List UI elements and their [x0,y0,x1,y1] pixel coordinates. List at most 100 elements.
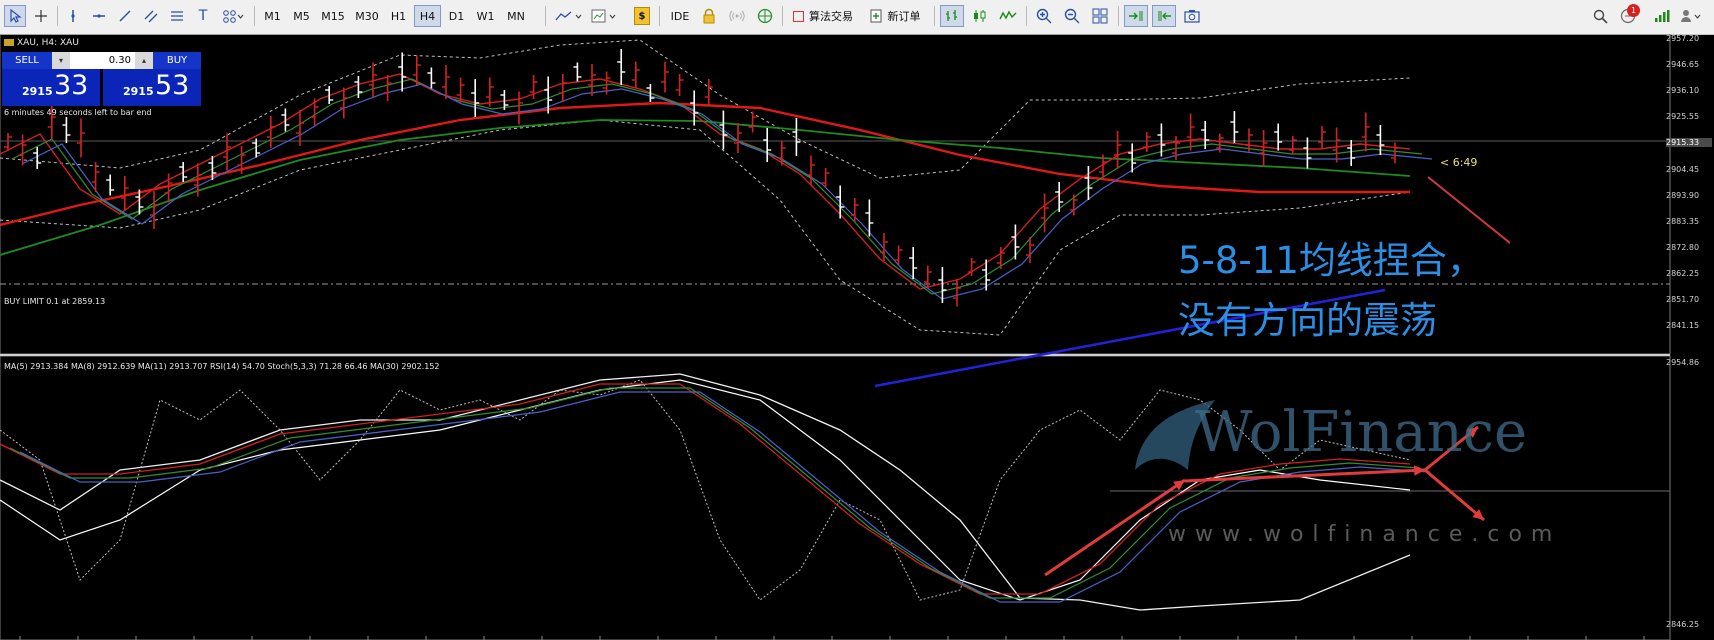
lock-icon [703,8,715,24]
account-menu-button[interactable] [1678,5,1706,27]
horizontal-line-button[interactable] [88,5,110,27]
templates-button[interactable] [589,5,623,27]
dollar-icon: $ [634,7,650,25]
algo-trading-button[interactable]: 算法交易 [788,5,858,27]
volume-dropdown-button[interactable]: ▾ [52,52,70,69]
price-scale-label: 2946.65 [1666,60,1700,69]
price-scale-label: 2936.10 [1666,86,1700,95]
signal-bars-icon [1655,10,1670,22]
connection-status[interactable] [1652,5,1672,27]
lock-button[interactable] [698,5,720,27]
tile-windows-button[interactable] [1088,5,1112,27]
chart-type-icon [555,11,582,21]
line-chart-icon [999,10,1017,20]
price-chart [0,34,1671,640]
annotation-arrow-fall [1424,468,1485,522]
zoom-in-icon [1036,8,1052,24]
stoch-line [0,379,1411,601]
timeframe-h1[interactable]: H1 [390,9,407,23]
notifications-button[interactable]: 1 [1614,4,1642,27]
ma8-line [11,78,1423,295]
timeframe-m30[interactable]: M30 [355,9,379,23]
shapes-menu-button[interactable] [218,5,248,27]
search-icon [1593,9,1608,24]
channel-icon [144,10,158,23]
ma-long-line [0,101,1410,227]
watermark-logo [1135,400,1215,470]
timeframe-m1[interactable]: M1 [264,9,281,23]
chart-type-button[interactable] [553,5,587,27]
fibonacci-icon [171,11,183,21]
zoom-out-button[interactable] [1060,5,1084,27]
chart-shift-button[interactable] [1152,5,1176,27]
indicator-ma5-line [0,383,1411,595]
stop-icon [793,10,804,22]
indicator-ma11-line [19,391,1431,603]
zoom-in-button[interactable] [1032,5,1056,27]
timeframe-m15[interactable]: M15 [321,9,345,23]
price-scale-label: 2893.90 [1666,191,1700,200]
indicator-ma8-line [9,387,1421,599]
trendline-button[interactable] [114,5,136,27]
pending-order-label: BUY LIMIT 0.1 at 2859.13 [4,297,106,306]
horizontal-line-icon [93,14,105,18]
screenshot-button[interactable] [1180,5,1204,27]
zoom-out-icon [1064,8,1080,24]
sell-price-button[interactable]: 2915 33 [2,69,100,106]
toolbar: T M1 M5 M15 M30 H1 H4 D1 W1 MN $ IDE 算法交… [0,0,1714,35]
timeframe-m5[interactable]: M5 [293,9,310,23]
timeframe-d1[interactable]: D1 [448,9,465,23]
indicator-scale-min: 2846.25 [1666,620,1700,629]
annotation-arrow-fall-head [1472,509,1484,520]
line-chart-button[interactable] [996,5,1020,27]
new-order-button[interactable]: 新订单 [862,5,928,27]
volume-input[interactable]: 0.30 [70,52,135,69]
vertical-line-button[interactable] [62,5,84,27]
candlestick-button[interactable] [968,5,992,27]
price-scale-label: 2957.20 [1666,34,1700,43]
dropdown-arrow-icon: ▴ [141,56,146,65]
watermark-brand: WolFinance [1195,400,1528,465]
indicator-scale-max: 2954.86 [1666,358,1700,367]
vertical-line-icon [71,10,75,22]
volume-up-button[interactable]: ▴ [135,52,153,69]
buy-button[interactable]: BUY [153,52,201,69]
sell-price-big: 33 [54,70,89,101]
annotation-arrow-up-head [1173,480,1185,491]
sell-price-small: 2915 [22,85,53,98]
candlestick-icon [974,10,986,22]
chart-area[interactable]: XAU, H4: XAU SELL ▾ 0.30 ▴ BUY 2915 33 2… [0,34,1714,640]
signal-button[interactable] [726,5,748,27]
timeframe-mn[interactable]: MN [507,9,525,23]
auto-scroll-icon [1129,11,1143,21]
price-scale-label: 2862.25 [1666,269,1700,278]
ma5-line [0,73,1411,290]
search-button[interactable] [1590,5,1610,27]
crosshair-tool-button[interactable] [30,5,52,27]
timeframe-h4[interactable]: H4 [414,5,441,27]
sell-button[interactable]: SELL [2,52,52,69]
cursor-tool-button[interactable] [4,5,26,27]
bar-chart-icon [946,10,957,21]
text-tool-button[interactable]: T [192,5,214,27]
market-button[interactable]: $ [631,5,653,27]
channel-button[interactable] [140,5,162,27]
trendline-icon [119,10,131,22]
price-scale-label: 2883.35 [1666,217,1700,226]
bar-chart-button[interactable] [940,5,964,27]
annotation-arrow-rise-head [1466,427,1478,438]
fibonacci-button[interactable] [166,5,188,27]
annotation-arrow-flat [1184,468,1426,483]
price-scale-label: 2841.15 [1666,321,1700,330]
bar-countdown: 6 minutes 49 seconds left to bar end [4,108,152,117]
ide-button[interactable]: IDE [670,9,690,23]
buy-price-button[interactable]: 2915 53 [103,69,201,106]
price-scale-label: 2904.45 [1666,165,1700,174]
crosshair-icon [35,10,47,22]
vps-button[interactable] [754,5,776,27]
auto-scroll-button[interactable] [1124,5,1148,27]
annotation-arrow-rise [1424,425,1479,472]
dropdown-arrow-icon: ▾ [58,56,63,65]
timeframe-w1[interactable]: W1 [476,9,495,23]
buy-price-big: 53 [155,70,190,101]
